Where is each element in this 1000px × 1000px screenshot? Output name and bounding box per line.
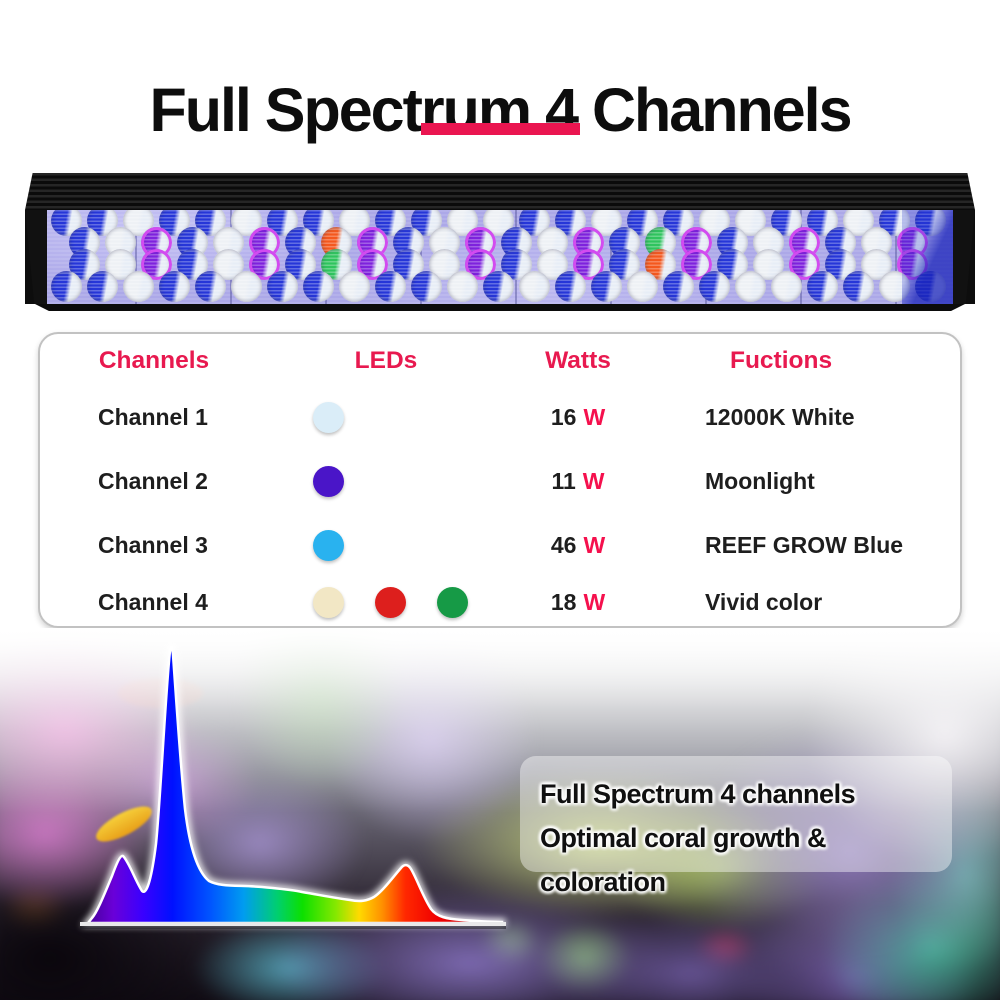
caption-box: Full Spectrum 4 channels Optimal coral g…: [520, 756, 952, 897]
watts-number: 46: [550, 531, 577, 558]
table-header-leds: LEDs: [354, 347, 418, 374]
watts-number: 11: [551, 467, 576, 494]
blue-led: [51, 271, 82, 302]
caption-line-1: Full Spectrum 4 channels: [540, 779, 856, 809]
led-row: [42, 271, 958, 302]
watts-value: 18 W: [472, 576, 684, 628]
white-led: [123, 271, 154, 302]
channel-label: Channel 2: [98, 467, 208, 494]
table-header-channels: Channels: [98, 347, 210, 374]
white-led: [339, 271, 370, 302]
blue-led: [411, 271, 442, 302]
light-bar-bottom-frame: [35, 304, 965, 311]
blue-led: [375, 271, 406, 302]
blue-led: [843, 271, 874, 302]
blue-led: [483, 271, 514, 302]
function-label: Vivid color: [705, 588, 823, 615]
led-panel: [42, 210, 958, 304]
coral-reef-photo: Full Spectrum 4 channels Optimal coral g…: [0, 628, 1000, 1000]
blue-led: [195, 271, 226, 302]
channel-label: Channel 1: [98, 403, 208, 430]
white-led: [771, 271, 802, 302]
blue-led: [807, 271, 838, 302]
watts-unit: W: [583, 588, 606, 615]
table-header-functions: Fuctions: [730, 347, 833, 374]
light-bar-body: [25, 210, 975, 304]
blue-led: [267, 271, 298, 302]
caption-line-2: Optimal coral growth & coloration: [540, 823, 827, 897]
function-label: 12000K White: [705, 403, 855, 430]
spec-table: Channels LEDs Watts Fuctions Channel 1 1…: [38, 332, 962, 628]
spectrum-chart: [80, 643, 506, 929]
left-end-cap: [25, 210, 47, 304]
led-swatches: [300, 448, 472, 514]
spectrum-baseline: [80, 922, 506, 926]
watts-number: 18: [550, 588, 577, 615]
led-swatches: [300, 386, 472, 448]
blue-led: [699, 271, 730, 302]
channel-label: Channel 3: [98, 531, 208, 558]
heatsink-top: [25, 173, 975, 210]
white-led: [231, 271, 262, 302]
spectrum-baseline-shadow: [80, 926, 506, 929]
led-color-swatch: [313, 401, 344, 433]
channel-label: Channel 4: [98, 588, 208, 615]
title-underline-accent: [421, 123, 580, 135]
blue-led: [663, 271, 694, 302]
led-row: [42, 210, 958, 236]
watts-number: 16: [550, 403, 577, 430]
function-label: Moonlight: [705, 467, 815, 494]
watts-value: 46 W: [472, 514, 684, 576]
blue-led: [591, 271, 622, 302]
table-header-watts: Watts: [545, 347, 611, 374]
watts-unit: W: [582, 467, 605, 494]
right-end-cap: [953, 210, 975, 304]
blue-led: [555, 271, 586, 302]
watts-value: 16 W: [472, 386, 684, 448]
led-swatches: [300, 576, 472, 628]
led-swatches: [300, 514, 472, 576]
led-light-bar: [25, 173, 975, 311]
white-led: [519, 271, 550, 302]
blue-end-panel: [902, 210, 958, 304]
watts-unit: W: [583, 403, 606, 430]
blue-led: [303, 271, 334, 302]
blue-led: [159, 271, 190, 302]
white-led: [735, 271, 766, 302]
spectrum-area: [85, 645, 504, 925]
blue-led: [87, 271, 118, 302]
led-color-swatch: [437, 586, 468, 618]
white-led: [447, 271, 478, 302]
led-color-swatch: [313, 586, 344, 618]
function-label: REEF GROW Blue: [705, 531, 904, 558]
led-color-swatch: [313, 529, 344, 561]
led-color-swatch: [375, 586, 406, 618]
watts-value: 11 W: [472, 448, 684, 514]
led-color-swatch: [313, 465, 344, 497]
white-led: [627, 271, 658, 302]
watts-unit: W: [583, 531, 606, 558]
